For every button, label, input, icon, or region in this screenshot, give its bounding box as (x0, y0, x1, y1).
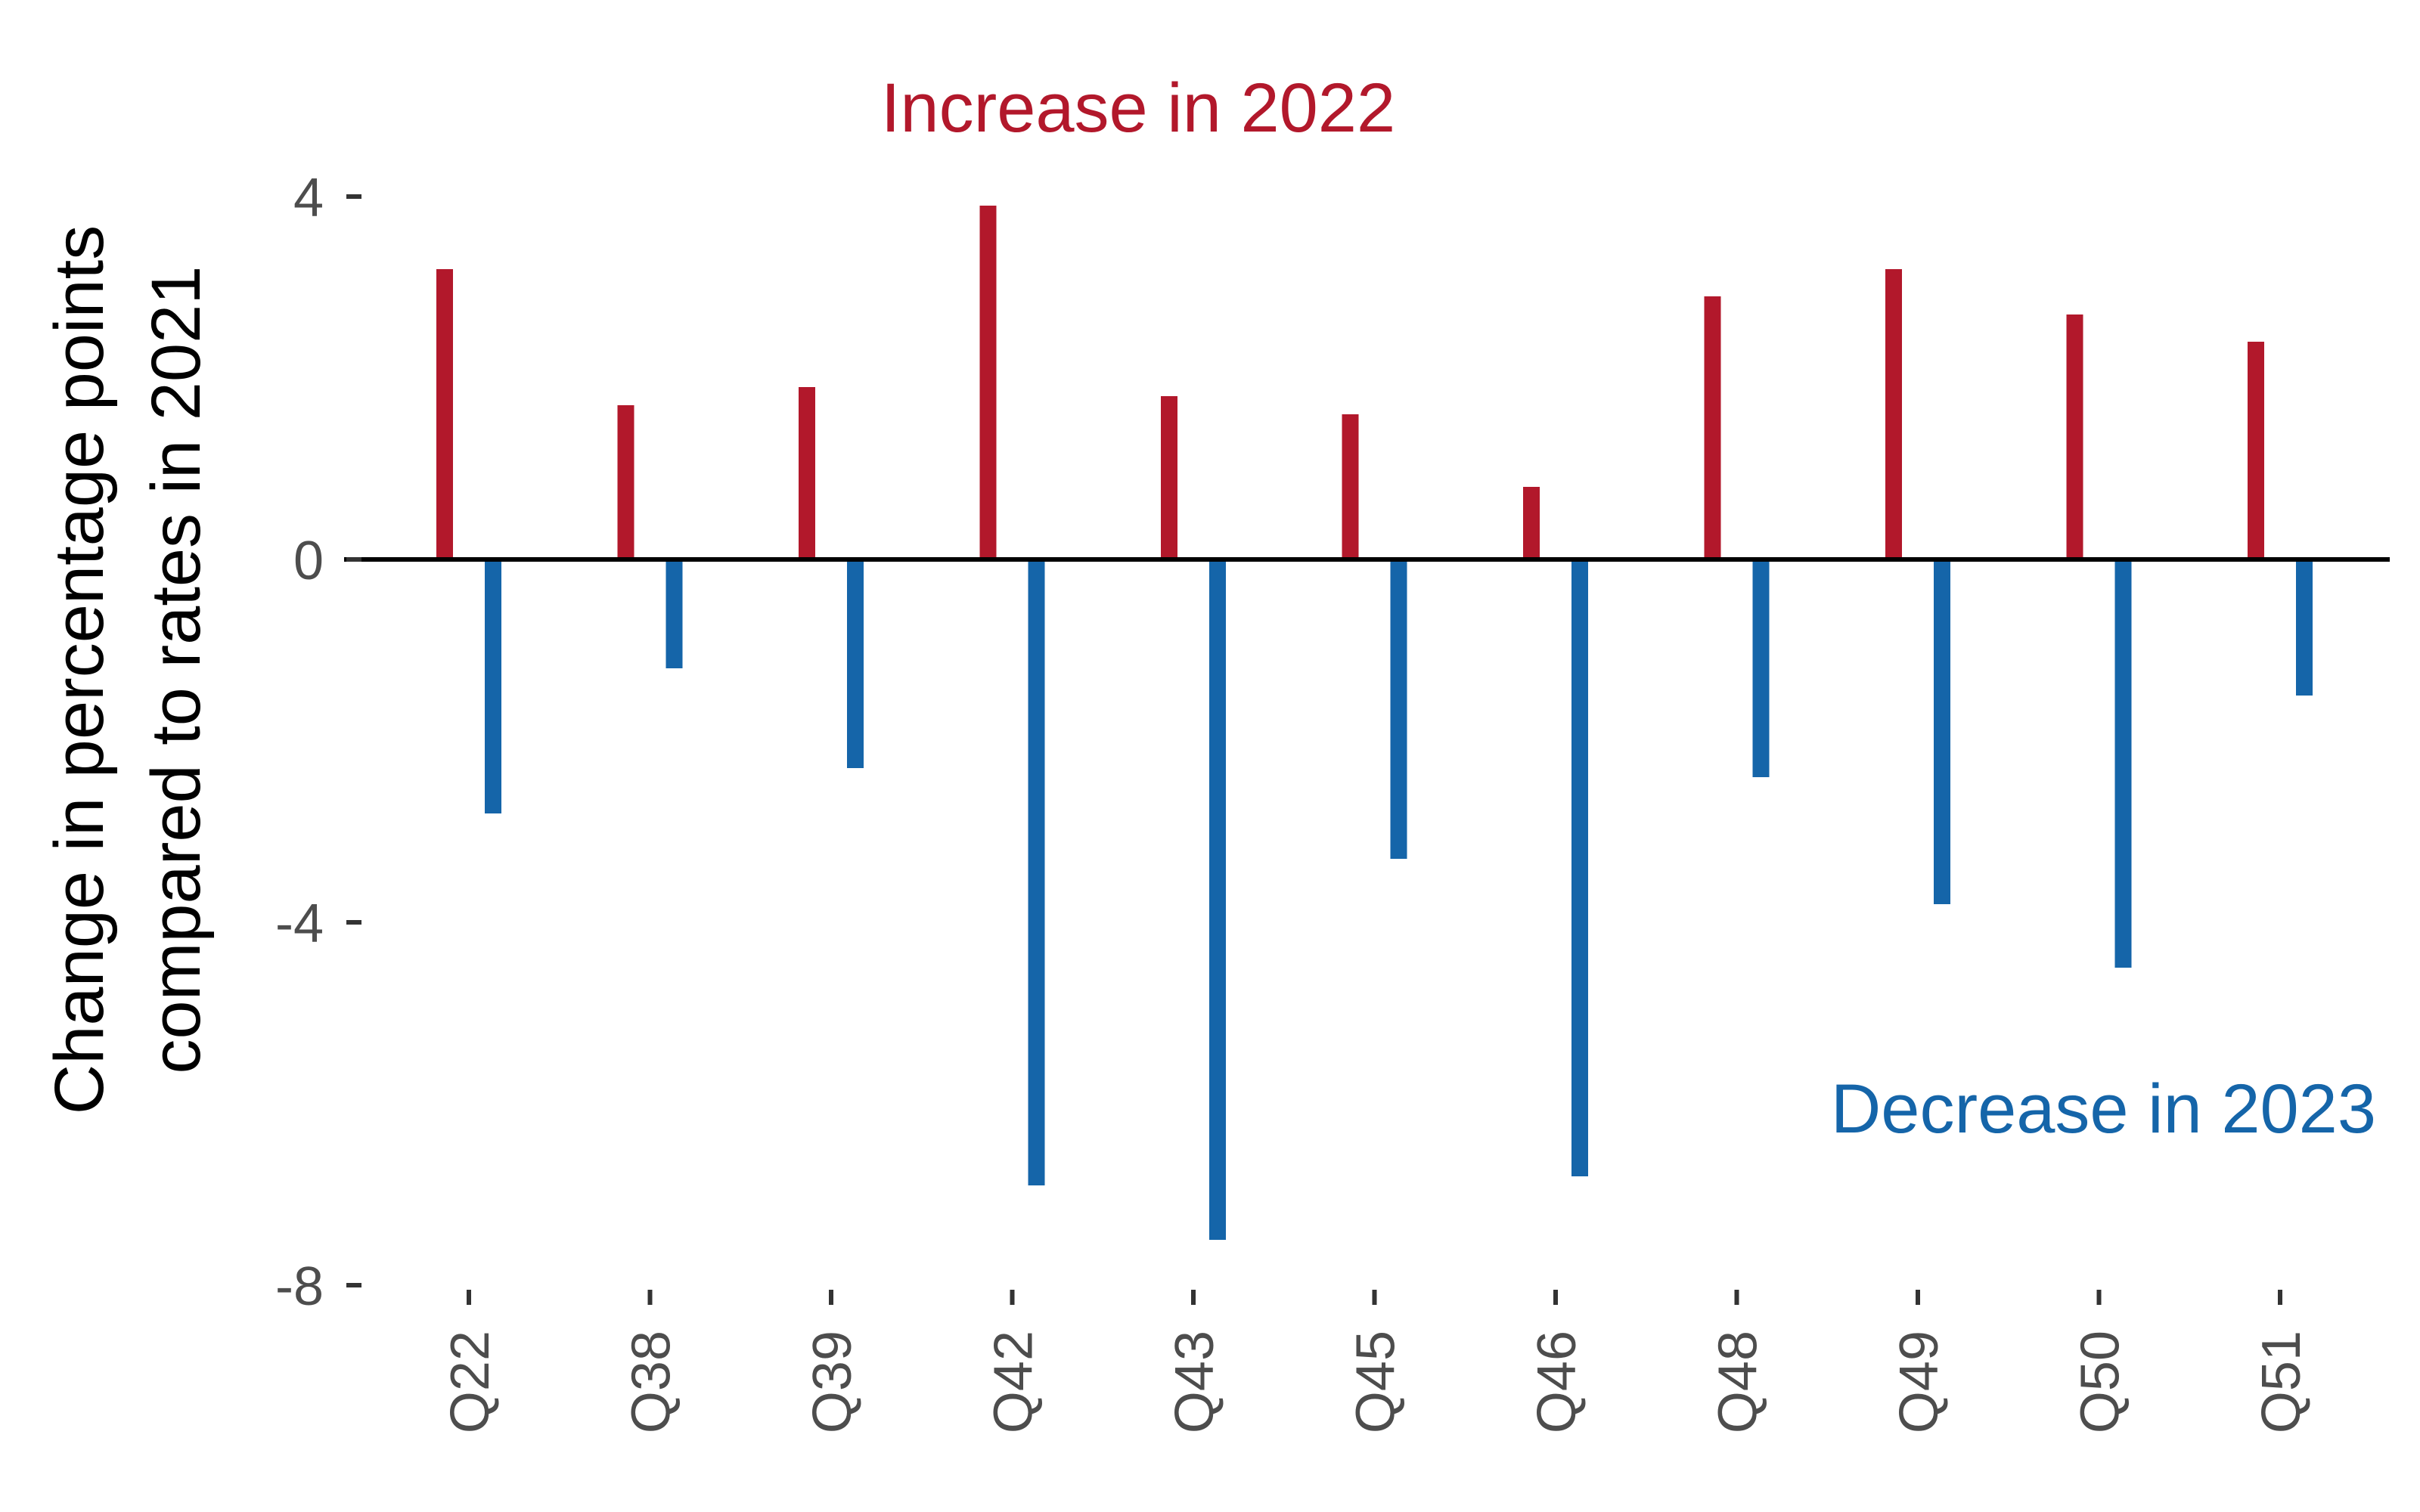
bar-decrease-q42 (1028, 559, 1045, 1185)
x-tick-label-q22: Q22 (440, 1331, 501, 1433)
bar-increase-q42 (979, 206, 997, 559)
x-tick-label-q49: Q49 (1889, 1331, 1950, 1433)
annotation-increase: Increase in 2022 (881, 70, 1395, 147)
x-tick-label-q50: Q50 (2071, 1331, 2131, 1433)
bar-decrease-q43 (1209, 559, 1226, 1240)
y-tick-label: 4 (293, 168, 324, 228)
x-tick-label-q46: Q46 (1527, 1331, 1587, 1433)
x-tick-label-q48: Q48 (1708, 1331, 1769, 1433)
x-tick-label-q42: Q42 (984, 1331, 1044, 1433)
y-axis-title-line-2: compared to rates in 2021 (138, 266, 215, 1074)
bar-increase-q22 (436, 269, 453, 559)
bar-increase-q50 (2066, 314, 2083, 559)
x-axis: Q22 Q38 Q39 Q42 Q43 Q45 Q46 Q48 Q49 Q50 Q51 (440, 1290, 2312, 1433)
y-axis-title-line-1: Change in percentage points (41, 225, 118, 1114)
x-tick-label-q39: Q39 (802, 1331, 863, 1433)
bar-decrease-q45 (1390, 559, 1407, 859)
bar-decrease-q49 (1934, 559, 1950, 904)
bars-layer (436, 206, 2313, 1240)
bar-decrease-q38 (666, 559, 683, 668)
bar-decrease-q50 (2114, 559, 2132, 968)
x-tick-label-q43: Q43 (1165, 1331, 1225, 1433)
annotation-decrease: Decrease in 2023 (1831, 1070, 2376, 1148)
bar-increase-q46 (1523, 487, 1540, 559)
x-tick-label-q45: Q45 (1346, 1331, 1407, 1433)
bar-decrease-q39 (847, 559, 864, 768)
y-tick-label: 0 (293, 531, 324, 591)
bar-increase-q51 (2248, 342, 2264, 559)
bar-decrease-q48 (1752, 559, 1770, 777)
y-tick-label: -8 (275, 1256, 324, 1317)
bar-increase-q39 (799, 387, 815, 559)
bar-decrease-q22 (485, 559, 501, 813)
bar-increase-q45 (1342, 414, 1359, 559)
bar-decrease-q51 (2296, 559, 2313, 696)
y-tick-label: -4 (275, 894, 324, 954)
x-tick-label-q38: Q38 (622, 1331, 682, 1433)
x-tick-label-q51: Q51 (2251, 1331, 2312, 1433)
y-axis: 4 0 -4 -8 (275, 168, 361, 1317)
bar-increase-q49 (1885, 269, 1902, 559)
bar-increase-q38 (617, 405, 634, 559)
bar-increase-q48 (1704, 296, 1721, 559)
bar-decrease-q46 (1571, 559, 1588, 1176)
bar-increase-q43 (1161, 396, 1177, 559)
